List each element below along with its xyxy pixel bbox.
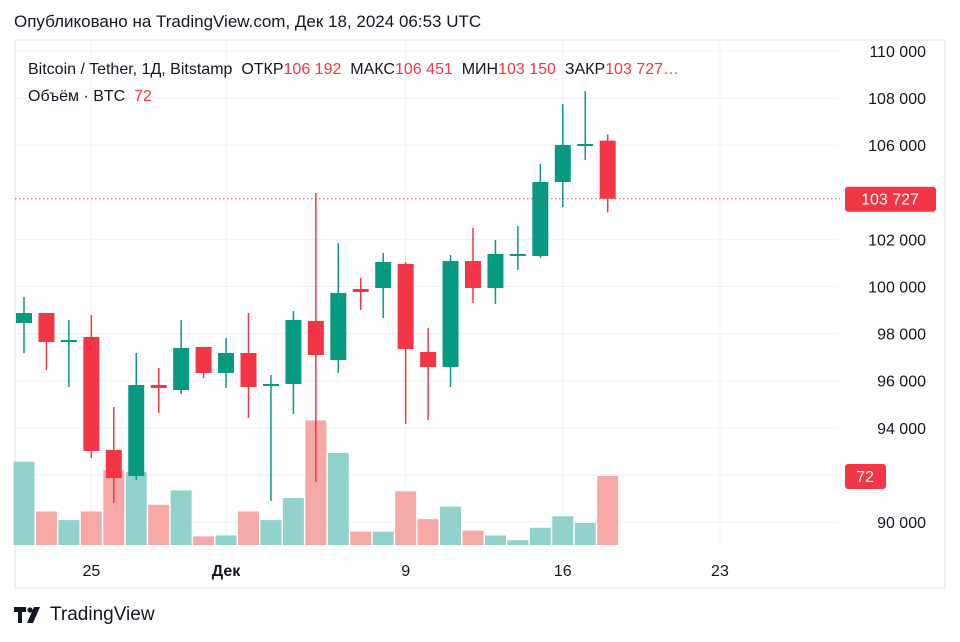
- last-price-badge-text: 103 727: [861, 192, 919, 209]
- candle-body: [330, 292, 347, 360]
- candle-body: [577, 143, 594, 146]
- volume-bar: [58, 520, 80, 545]
- volume-bar: [417, 519, 439, 545]
- volume-bar: [215, 535, 237, 545]
- time-tick-label: 9: [401, 563, 410, 580]
- candle-body: [150, 384, 167, 389]
- candle-body: [60, 339, 77, 343]
- price-tick-label: 100 000: [868, 280, 926, 297]
- high-label: МАКС: [350, 61, 395, 78]
- price-tick-label: 94 000: [877, 421, 926, 438]
- price-tick-label: 108 000: [868, 91, 926, 108]
- volume-bar: [193, 536, 215, 545]
- candle-body: [195, 346, 212, 373]
- last-price-badge: [845, 186, 936, 212]
- volume-bar: [484, 535, 506, 545]
- candle-body: [420, 351, 437, 367]
- volume-value-badge-text: 72: [856, 469, 874, 486]
- volume-bar: [80, 511, 102, 545]
- low-label: МИН: [461, 61, 499, 78]
- time-tick-label: 23: [711, 563, 729, 580]
- time-tick-label: Дек: [212, 563, 241, 580]
- legend: Bitcoin / Tether, 1Д, Bitstamp ОТКР106 1…: [28, 56, 679, 110]
- volume-bar: [260, 520, 282, 545]
- legend-price-row: Bitcoin / Tether, 1Д, Bitstamp ОТКР106 1…: [28, 56, 679, 83]
- volume-bar: [148, 504, 170, 545]
- candle-body: [83, 336, 100, 451]
- volume-bar: [103, 470, 125, 545]
- price-tick-label: 102 000: [868, 232, 926, 249]
- published-note: Опубликовано на TradingView.com, Дек 18,…: [14, 12, 482, 31]
- volume-bar: [170, 490, 192, 545]
- open-value: 106 192: [283, 61, 342, 78]
- low-value: 103 150: [498, 61, 556, 78]
- candle-body: [554, 144, 571, 182]
- candle-body: [599, 140, 616, 199]
- candle-body: [509, 253, 526, 256]
- volume-bar: [238, 511, 259, 545]
- volume-bar: [305, 420, 327, 545]
- candle-body: [487, 253, 504, 288]
- candle-body: [375, 261, 392, 288]
- brand-name: TradingView: [50, 604, 155, 625]
- volume-bar: [372, 531, 394, 545]
- volume-bar: [282, 498, 304, 545]
- volume-bar: [574, 522, 596, 545]
- volume-bar: [529, 527, 551, 545]
- volume-bar: [13, 461, 35, 545]
- volume-bar: [597, 476, 619, 545]
- price-tick-label: 110 000: [869, 44, 926, 61]
- candle-body: [128, 384, 145, 476]
- candle-body: [352, 288, 369, 292]
- time-tick-label: 16: [554, 563, 572, 580]
- candle-body: [262, 383, 279, 386]
- candle-body: [218, 352, 235, 373]
- close-label: ЗАКР: [564, 61, 606, 78]
- candle-body: [105, 449, 122, 478]
- price-tick-label: 106 000: [868, 138, 926, 155]
- volume-bar: [440, 506, 462, 545]
- price-tick-label: 90 000: [877, 515, 926, 532]
- candle-body: [465, 260, 481, 288]
- volume-bar: [507, 540, 529, 545]
- volume-bar: [35, 511, 57, 545]
- price-tick-label: 96 000: [877, 374, 926, 391]
- candle-body: [397, 263, 414, 349]
- volume-bar: [552, 516, 574, 545]
- volume-bar: [395, 491, 417, 545]
- volume-bar: [350, 531, 372, 545]
- open-label: ОТКР: [241, 61, 284, 78]
- symbol-title[interactable]: Bitcoin / Tether, 1Д, Bitstamp: [28, 61, 233, 78]
- candle-body: [240, 352, 257, 387]
- close-value: 103 727…: [605, 61, 679, 78]
- tradingview-logo-icon: [14, 607, 40, 623]
- volume-bar: [327, 453, 349, 545]
- high-value: 106 451: [394, 61, 453, 78]
- time-tick-label: 25: [82, 563, 100, 580]
- candle-body: [285, 319, 302, 384]
- legend-volume-row: Объём · BTC 72: [28, 83, 679, 110]
- volume-bar: [462, 530, 484, 545]
- candle-body: [38, 312, 55, 342]
- candle-body: [532, 181, 549, 256]
- volume-value: 72: [134, 88, 152, 105]
- candle-body: [16, 312, 32, 324]
- volume-bar: [125, 472, 147, 545]
- brand-logo[interactable]: TradingView: [14, 604, 155, 626]
- volume-value-badge: [845, 464, 886, 489]
- candle-body: [442, 260, 459, 367]
- price-tick-label: 98 000: [877, 327, 926, 344]
- volume-label: Объём · BTC: [28, 88, 126, 105]
- candle-body: [173, 347, 190, 390]
- candle-body: [307, 320, 324, 355]
